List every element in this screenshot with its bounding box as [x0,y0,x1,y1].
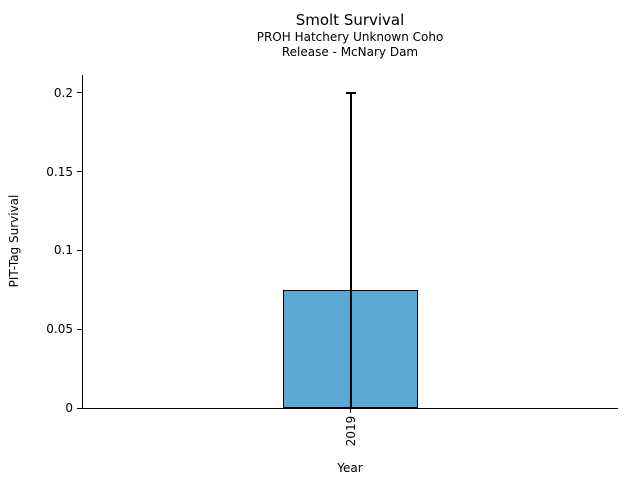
x-axis-label: Year [337,461,363,475]
y-axis-label: PIT-Tag Survival [7,194,21,288]
y-tick-label: 0 [65,401,73,415]
y-tick [77,92,82,94]
y-tick [77,328,82,330]
chart-subtitle-line1: PROH Hatchery Unknown Coho [256,30,444,44]
x-tick-label: 2019 [343,415,358,447]
plot-area: 0 0.05 0.1 0.15 0.2 2019 [46,75,618,446]
error-bar-line [349,92,352,408]
chart-subtitle-line2: Release - McNary Dam [281,45,419,59]
error-bar-upper-cap [345,91,356,94]
chart-title: Smolt Survival [295,11,405,29]
y-tick-label: 0.15 [46,164,73,179]
y-tick [77,171,82,173]
y-tick [77,249,82,251]
x-tick [350,408,351,413]
y-tick-label: 0.1 [53,243,73,258]
y-tick-label: 0.05 [46,322,73,337]
y-tick [77,407,82,409]
y-tick-label: 0.2 [53,85,73,100]
